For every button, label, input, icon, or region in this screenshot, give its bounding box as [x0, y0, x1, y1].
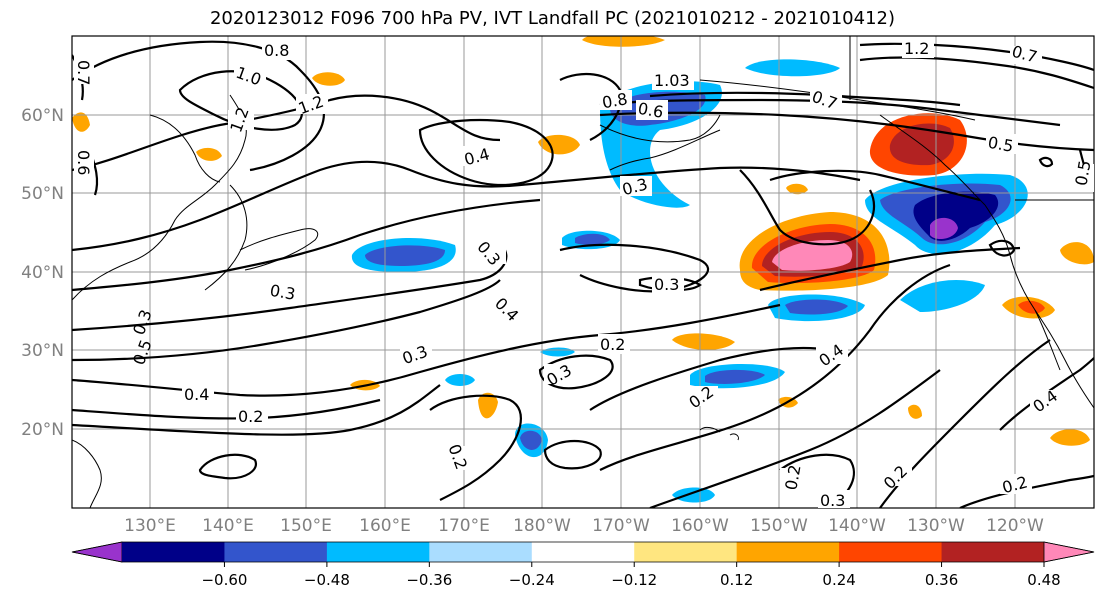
colorbar-swatch: [224, 542, 328, 562]
positive-anomaly-region: [908, 404, 922, 419]
colorbar-tick-label: 0.48: [1027, 571, 1060, 589]
positive-anomaly-region: [1018, 300, 1045, 314]
positive-anomaly-region: [1060, 242, 1094, 265]
contour-label: 0.6: [74, 150, 93, 175]
contour-label: 0.3: [654, 275, 679, 294]
negative-anomaly-region: [575, 233, 610, 245]
contour-label: 1.03: [654, 71, 690, 90]
colorbar-tick-label: −0.48: [304, 571, 350, 589]
positive-anomaly-region: [538, 134, 580, 155]
contour-label: 1.2: [904, 39, 929, 58]
contour-label: 0.7: [74, 60, 93, 85]
map-content: [72, 36, 1094, 508]
lon-label: 160°W: [671, 516, 729, 536]
plot-title: 2020123012 F096 700 hPa PV, IVT Landfall…: [209, 8, 896, 29]
colorbar: [71, 541, 1095, 563]
colorbar-swatch: [941, 542, 1045, 562]
lon-label: 130°W: [907, 516, 965, 536]
positive-anomaly-region: [582, 36, 665, 47]
lon-label: 180°W: [513, 516, 571, 536]
contour-label: 0.5: [1071, 159, 1094, 187]
lat-label: 50°N: [21, 184, 64, 204]
colorbar-tick-label: −0.24: [509, 571, 555, 589]
positive-anomaly-region: [196, 147, 222, 161]
positive-anomaly-region: [786, 183, 808, 195]
colorbar-tick-label: −0.36: [406, 571, 452, 589]
contour-label: 0.8: [264, 41, 289, 60]
lat-label: 40°N: [21, 263, 64, 283]
negative-anomaly-region: [900, 280, 985, 312]
contour-label: 0.2: [600, 335, 625, 354]
longitude-labels: 130°E 140°E 150°E 160°E 170°E 180°W 170°…: [124, 516, 1044, 536]
contour-label: 0.2: [781, 463, 804, 491]
negative-anomaly-region: [705, 369, 765, 384]
lon-label: 160°E: [359, 516, 411, 536]
colorbar-tick-label: 0.24: [822, 571, 855, 589]
lon-label: 150°W: [750, 516, 808, 536]
positive-anomaly-region: [312, 72, 345, 86]
lon-label: 130°E: [124, 516, 176, 536]
colorbar-swatch: [122, 542, 225, 562]
lon-label: 120°W: [986, 516, 1044, 536]
contour-label: 0.4: [184, 385, 209, 404]
negative-anomaly-region: [930, 217, 958, 240]
negative-anomaly-region: [520, 430, 542, 450]
shaded-anomaly-layer: [72, 36, 1094, 503]
lon-label: 170°E: [438, 516, 490, 536]
positive-anomaly-region: [72, 112, 90, 132]
colorbar-ticks: −0.60 −0.48 −0.36 −0.24 −0.12 0.12 0.24 0.36 0.4…: [201, 562, 1061, 589]
contour-label: 0.5: [986, 133, 1014, 156]
coastlines: [72, 36, 1094, 508]
colorbar-outline: [71, 541, 1095, 563]
lat-label: 30°N: [21, 341, 64, 361]
contour-label: 0.8: [601, 89, 629, 112]
lon-label: 140°E: [202, 516, 254, 536]
contour-label: 0.3: [820, 491, 845, 510]
positive-anomaly-region: [1050, 429, 1090, 446]
map-frame: [71, 35, 1095, 509]
colorbar-swatch: [839, 542, 943, 562]
colorbar-tick-label: −0.12: [611, 571, 657, 589]
colorbar-extend-high: [1043, 541, 1095, 563]
colorbar-swatch: [326, 542, 430, 562]
colorbar-extend-low: [71, 541, 123, 563]
contour-labels: 0.8 1.0 1.2 1.2 0.7 0.6 0.4 0.3 0.3 0.3 …: [74, 39, 1095, 510]
positive-anomaly-region: [772, 240, 853, 271]
negative-anomaly-region: [672, 487, 715, 503]
positive-anomaly-region: [672, 333, 735, 350]
colorbar-swatch: [531, 542, 635, 562]
negative-anomaly-region: [745, 59, 840, 77]
latitude-labels: 60°N 50°N 40°N 30°N 20°N: [21, 106, 64, 440]
lon-label: 150°E: [280, 516, 332, 536]
contour-label: 0.6: [636, 99, 664, 122]
pv-contours: [72, 40, 1094, 508]
colorbar-tick-label: 0.12: [720, 571, 753, 589]
colorbar-swatch: [634, 542, 738, 562]
lat-label: 60°N: [21, 106, 64, 126]
colorbar-tick-label: 0.36: [925, 571, 958, 589]
lon-label: 140°W: [828, 516, 886, 536]
negative-anomaly-region: [785, 299, 848, 315]
lon-label: 170°W: [592, 516, 650, 536]
lat-label: 20°N: [21, 420, 64, 440]
colorbar-swatch: [736, 542, 840, 562]
colorbar-tick-label: −0.60: [201, 571, 247, 589]
negative-anomaly-region: [445, 374, 475, 386]
contour-label: 0.2: [238, 407, 263, 426]
contour-label: 0.3: [268, 281, 296, 304]
positive-anomaly-region: [478, 392, 498, 419]
colorbar-swatch: [429, 542, 533, 562]
